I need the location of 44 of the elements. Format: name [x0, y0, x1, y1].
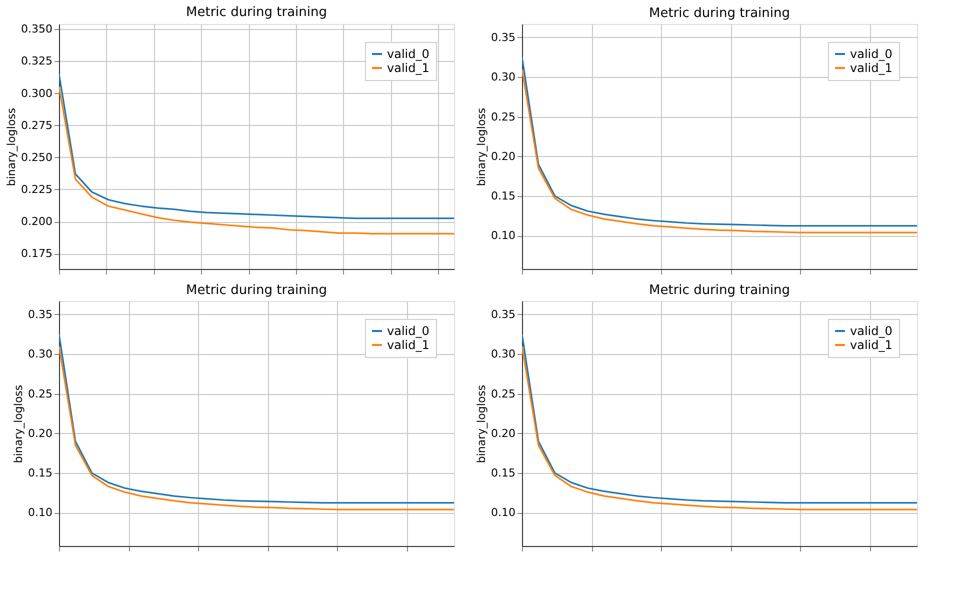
y-tick-label: 0.30	[491, 348, 516, 361]
y-tick-label: 0.325	[21, 54, 52, 68]
y-tick-label: 0.350	[21, 22, 52, 36]
legend-label: valid_0	[850, 47, 892, 61]
y-tick-label: 0.25	[28, 387, 52, 400]
y-tick-label: 0.275	[21, 118, 52, 132]
legend-label: valid_1	[387, 338, 430, 352]
y-axis-title: binary_logloss	[475, 384, 488, 464]
y-tick-label: 0.20	[491, 150, 516, 163]
chart-title: Metric during training	[649, 283, 790, 298]
y-tick-label: 0.175	[21, 247, 52, 260]
legend-label: valid_0	[850, 324, 892, 338]
y-axis-title: binary_logloss	[12, 384, 26, 464]
y-tick-label: 0.15	[491, 466, 516, 480]
y-tick-label: 0.25	[491, 387, 516, 400]
chart-title: Metric during training	[649, 6, 790, 21]
y-tick-label: 0.30	[28, 348, 52, 361]
y-axis-title: binary_logloss	[475, 108, 488, 186]
chart-title: Metric during training	[186, 5, 327, 20]
y-tick-label: 0.25	[491, 110, 516, 124]
y-axis-title: binary_logloss	[5, 108, 18, 186]
legend-label: valid_0	[387, 47, 430, 61]
y-tick-label: 0.225	[21, 182, 52, 196]
legend-label: valid_1	[387, 61, 430, 75]
chart-title: Metric during training	[186, 283, 327, 298]
y-tick-label: 0.10	[491, 506, 516, 520]
y-tick-label: 0.15	[28, 466, 52, 480]
legend-label: valid_0	[387, 324, 430, 338]
y-tick-label: 0.10	[28, 506, 52, 520]
legend-label: valid_1	[850, 338, 892, 352]
line-series	[59, 86, 454, 235]
y-tick-label: 0.250	[21, 150, 52, 164]
y-tick-label: 0.35	[28, 308, 52, 321]
line-series	[59, 73, 454, 220]
y-tick-label: 0.20	[491, 426, 516, 440]
y-tick-label: 0.20	[28, 426, 52, 440]
y-tick-label: 0.10	[491, 229, 516, 242]
y-tick-label: 0.15	[491, 190, 516, 203]
y-tick-label: 0.300	[21, 86, 52, 100]
y-tick-label: 0.35	[491, 30, 516, 44]
y-tick-label: 0.30	[491, 70, 516, 84]
y-tick-label: 0.200	[21, 215, 52, 228]
y-tick-label: 0.35	[491, 308, 516, 321]
legend-label: valid_1	[850, 61, 892, 75]
